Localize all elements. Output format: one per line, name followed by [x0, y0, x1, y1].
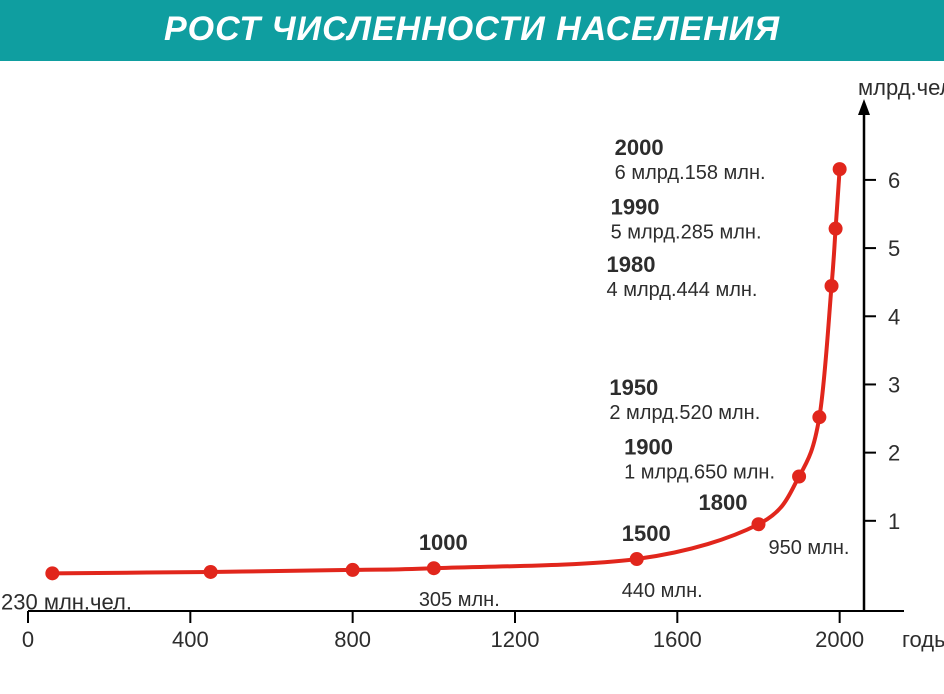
y-axis-label: млрд.чел.	[858, 75, 944, 100]
data-point	[829, 222, 843, 236]
data-point	[630, 552, 644, 566]
annotation-value: 5 млрд.285 млн.	[611, 222, 762, 244]
data-point	[427, 561, 441, 575]
data-point	[204, 565, 218, 579]
population-growth-chart: 0 400 800 1200 1600 2000 годы 1 2 3 4 5 6 млрд.чел. 23…	[0, 61, 944, 694]
x-tick-label: 1200	[491, 627, 540, 652]
annotation-year: 1000	[419, 530, 468, 555]
data-point	[825, 279, 839, 293]
data-point	[833, 162, 847, 176]
annotation-year: 1990	[611, 195, 660, 220]
page-title: РОСТ ЧИСЛЕННОСТИ НАСЕЛЕНИЯ	[0, 0, 944, 61]
chart-svg: 0 400 800 1200 1600 2000 годы 1 2 3 4 5 6 млрд.чел. 23…	[0, 61, 944, 694]
annotation-year: 230 млн.чел.	[1, 589, 132, 614]
annotation-year: 1900	[624, 435, 673, 460]
annotation-value: 4 млрд.444 млн.	[607, 279, 758, 301]
data-point	[792, 470, 806, 484]
x-axis-label: годы	[902, 627, 944, 652]
data-point	[45, 566, 59, 580]
annotation-year: 1950	[609, 375, 658, 400]
annotation-value: 2 млрд.520 млн.	[609, 402, 760, 424]
annotation-value: 6 млрд.158 млн.	[615, 162, 766, 184]
x-tick-label: 2000	[815, 627, 864, 652]
x-tick-label: 400	[172, 627, 209, 652]
annotation-year: 2000	[615, 135, 664, 160]
data-point	[812, 410, 826, 424]
data-point	[751, 517, 765, 531]
y-tick-label: 1	[888, 509, 900, 534]
annotation-year: 1800	[698, 490, 747, 515]
data-point	[346, 563, 360, 577]
y-tick-label: 4	[888, 304, 900, 329]
annotation-value: 440 млн.	[622, 580, 703, 602]
y-tick-label: 5	[888, 236, 900, 261]
annotation-year: 1980	[607, 252, 656, 277]
y-tick-label: 2	[888, 441, 900, 466]
x-tick-label: 800	[334, 627, 371, 652]
y-tick-label: 6	[888, 168, 900, 193]
y-tick-label: 3	[888, 372, 900, 397]
x-tick-label: 0	[22, 627, 34, 652]
annotation-value: 1 млрд.650 млн.	[624, 462, 775, 484]
annotation-year: 1500	[622, 521, 671, 546]
annotation-value: 305 млн.	[419, 589, 500, 611]
x-tick-label: 1600	[653, 627, 702, 652]
annotation-value: 950 млн.	[768, 537, 849, 559]
